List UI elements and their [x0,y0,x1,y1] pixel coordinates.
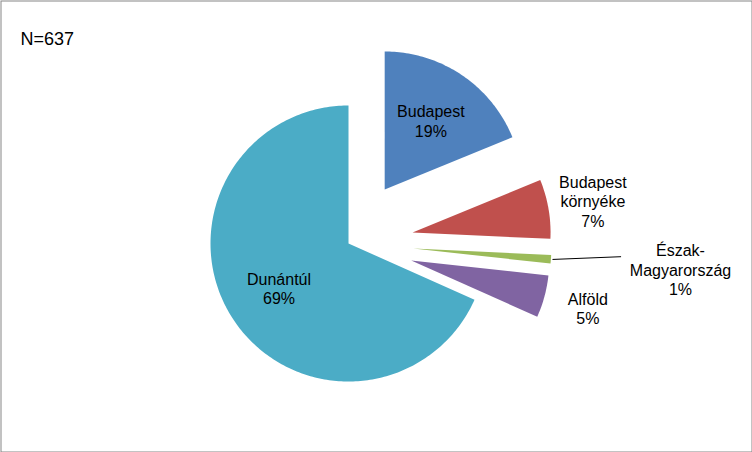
svg-text:Budapest19%: Budapest19% [397,103,465,139]
svg-text:N=637: N=637 [21,29,75,49]
svg-text:Dunántúl69%: Dunántúl69% [247,271,311,307]
svg-text:Budapestkörnyéke7%: Budapestkörnyéke7% [559,174,627,229]
svg-text:Alföld5%: Alföld5% [568,291,608,327]
svg-text:Észak-Magyarország1%: Észak-Magyarország1% [630,241,731,297]
